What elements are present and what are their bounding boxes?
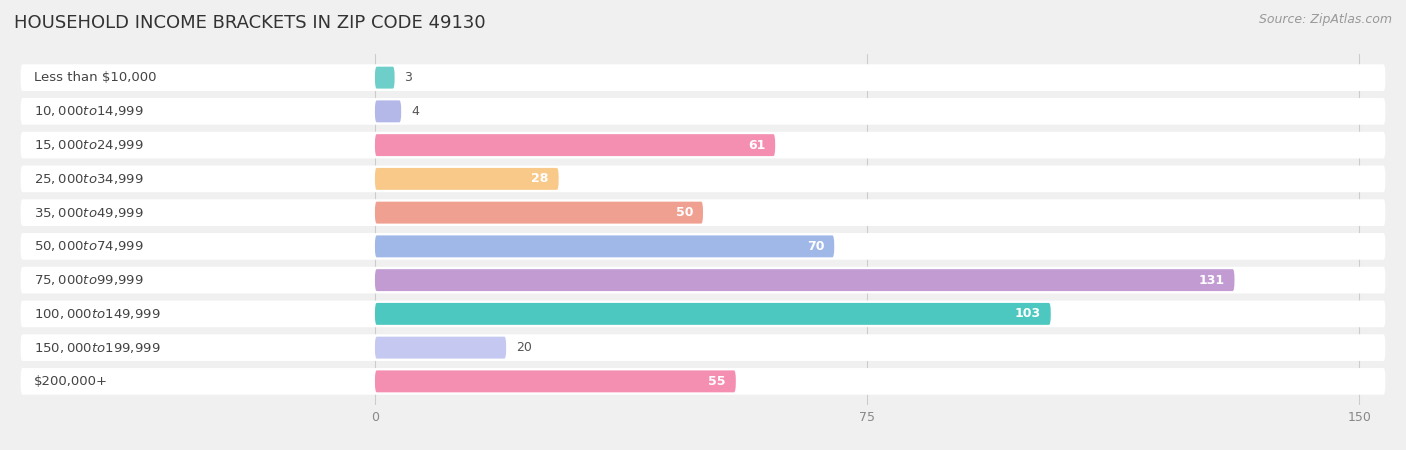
Text: 20: 20 [516, 341, 531, 354]
FancyBboxPatch shape [375, 235, 834, 257]
FancyBboxPatch shape [375, 370, 735, 392]
Text: 4: 4 [411, 105, 419, 118]
FancyBboxPatch shape [375, 168, 558, 190]
FancyBboxPatch shape [375, 134, 775, 156]
FancyBboxPatch shape [21, 64, 1385, 91]
FancyBboxPatch shape [21, 166, 1385, 192]
FancyBboxPatch shape [375, 337, 506, 359]
Text: 50: 50 [676, 206, 693, 219]
FancyBboxPatch shape [21, 98, 1385, 125]
FancyBboxPatch shape [21, 334, 1385, 361]
FancyBboxPatch shape [21, 199, 1385, 226]
Text: 61: 61 [748, 139, 765, 152]
Text: $25,000 to $34,999: $25,000 to $34,999 [34, 172, 143, 186]
Text: $35,000 to $49,999: $35,000 to $49,999 [34, 206, 143, 220]
Text: 3: 3 [405, 71, 412, 84]
Text: 55: 55 [709, 375, 725, 388]
FancyBboxPatch shape [375, 100, 401, 122]
Text: HOUSEHOLD INCOME BRACKETS IN ZIP CODE 49130: HOUSEHOLD INCOME BRACKETS IN ZIP CODE 49… [14, 14, 485, 32]
Text: $200,000+: $200,000+ [34, 375, 108, 388]
Text: 28: 28 [531, 172, 548, 185]
Text: $50,000 to $74,999: $50,000 to $74,999 [34, 239, 143, 253]
Text: Source: ZipAtlas.com: Source: ZipAtlas.com [1258, 14, 1392, 27]
Text: $75,000 to $99,999: $75,000 to $99,999 [34, 273, 143, 287]
FancyBboxPatch shape [375, 67, 395, 89]
Text: $10,000 to $14,999: $10,000 to $14,999 [34, 104, 143, 118]
Text: Less than $10,000: Less than $10,000 [34, 71, 156, 84]
Text: $15,000 to $24,999: $15,000 to $24,999 [34, 138, 143, 152]
FancyBboxPatch shape [21, 368, 1385, 395]
FancyBboxPatch shape [21, 301, 1385, 327]
FancyBboxPatch shape [375, 303, 1050, 325]
FancyBboxPatch shape [21, 132, 1385, 158]
Text: 70: 70 [807, 240, 824, 253]
FancyBboxPatch shape [21, 267, 1385, 293]
Text: 131: 131 [1198, 274, 1225, 287]
Text: 103: 103 [1015, 307, 1040, 320]
FancyBboxPatch shape [21, 233, 1385, 260]
FancyBboxPatch shape [375, 269, 1234, 291]
Text: $150,000 to $199,999: $150,000 to $199,999 [34, 341, 160, 355]
FancyBboxPatch shape [375, 202, 703, 224]
Text: $100,000 to $149,999: $100,000 to $149,999 [34, 307, 160, 321]
